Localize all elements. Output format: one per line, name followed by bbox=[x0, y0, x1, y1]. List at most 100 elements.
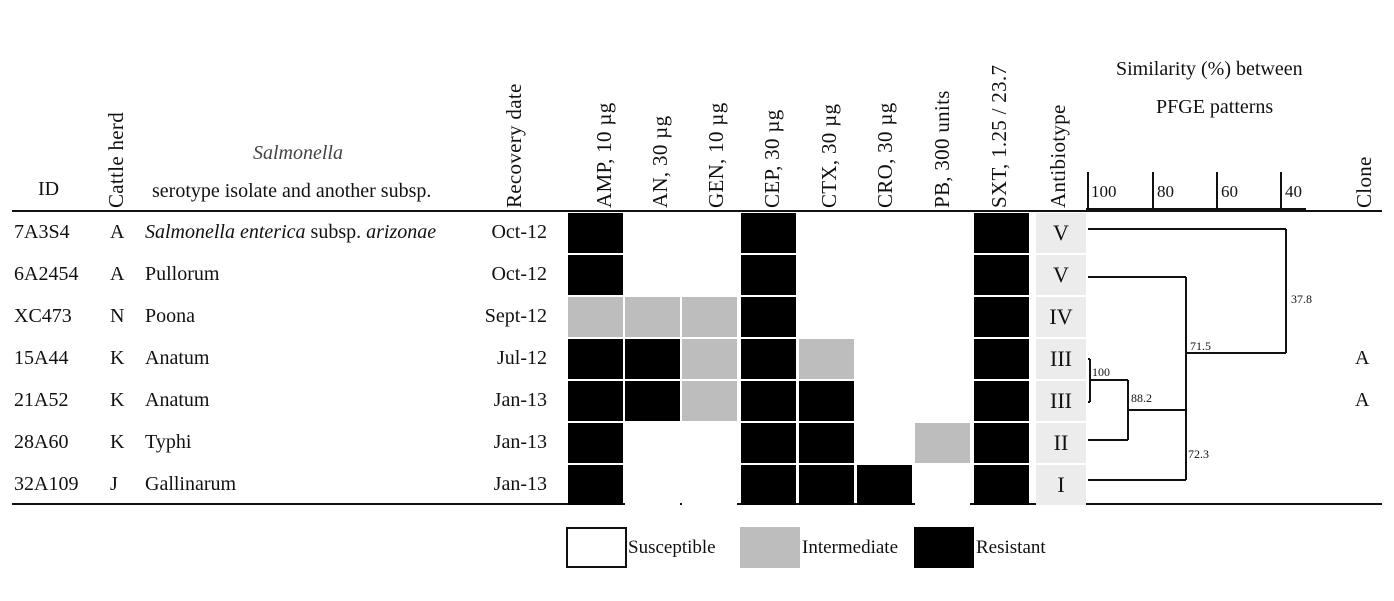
node-label-71: 71.5 bbox=[1190, 339, 1211, 353]
antibiotic-header: CRO, 30 µg bbox=[873, 102, 897, 208]
susceptibility-cell bbox=[915, 423, 970, 463]
node-label-37: 37.8 bbox=[1291, 292, 1312, 306]
susceptibility-cell bbox=[857, 339, 912, 379]
susceptibility-cell bbox=[568, 465, 623, 505]
legend-label-resistant: Resistant bbox=[976, 537, 1046, 558]
susceptibility-cell bbox=[857, 381, 912, 421]
legend-swatch-susceptible bbox=[566, 527, 627, 568]
susceptibility-cell bbox=[682, 423, 737, 463]
antibiotype-label: III bbox=[1050, 346, 1072, 371]
susceptibility-cell bbox=[857, 213, 912, 253]
scale-tick-60 bbox=[1216, 172, 1218, 208]
antibiotype-label: IV bbox=[1049, 304, 1073, 329]
row-date: Oct-12 bbox=[491, 221, 547, 243]
recovery-date-header: Recovery date bbox=[502, 83, 526, 208]
susceptibility-cell bbox=[568, 423, 623, 463]
antibiotype-cell bbox=[1036, 465, 1086, 505]
serotype-subspecies: arizonae bbox=[366, 221, 437, 243]
antibiotype-label: I bbox=[1057, 472, 1065, 497]
susceptibility-cell bbox=[625, 465, 680, 505]
susceptibility-cell bbox=[857, 255, 912, 295]
susceptibility-cell bbox=[974, 381, 1029, 421]
serotype-header-line1: Salmonella bbox=[253, 142, 343, 164]
id-header: ID bbox=[38, 178, 60, 200]
antibiotype-cell bbox=[1036, 255, 1086, 295]
row-date: Jul-12 bbox=[497, 347, 547, 369]
antibiotype-cell bbox=[1036, 423, 1086, 463]
susceptibility-cell bbox=[799, 297, 854, 337]
antibiotic-header: PB, 300 units bbox=[930, 90, 954, 208]
susceptibility-cell bbox=[741, 255, 796, 295]
legend-label-intermediate: Intermediate bbox=[802, 537, 899, 558]
susceptibility-cell bbox=[799, 465, 854, 505]
serotype-header-line2: serotype isolate and another subsp. bbox=[152, 180, 432, 202]
susceptibility-cell bbox=[568, 297, 623, 337]
row-herd: K bbox=[110, 389, 125, 411]
susceptibility-cell bbox=[974, 339, 1029, 379]
row-id: 15A44 bbox=[14, 347, 69, 369]
row-date: Jan-13 bbox=[493, 473, 547, 495]
row-id: 28A60 bbox=[14, 431, 69, 453]
row-id: 21A52 bbox=[14, 389, 69, 411]
row-id: 6A2454 bbox=[14, 263, 79, 285]
susceptibility-cell bbox=[799, 255, 854, 295]
row-date: Oct-12 bbox=[491, 263, 547, 285]
susceptibility-cell bbox=[625, 213, 680, 253]
scale-label-80: 80 bbox=[1157, 182, 1174, 201]
legend-swatch-intermediate bbox=[740, 527, 800, 568]
susceptibility-cell bbox=[915, 339, 970, 379]
antibiotic-header: CTX, 30 µg bbox=[817, 103, 841, 208]
susceptibility-cell bbox=[682, 255, 737, 295]
susceptibility-cell bbox=[799, 213, 854, 253]
susceptibility-cell bbox=[682, 465, 737, 505]
serotype-subsp-marker: subsp. bbox=[305, 221, 367, 243]
scale-tick-40 bbox=[1280, 172, 1282, 208]
scale-label-60: 60 bbox=[1221, 182, 1238, 201]
scale-baseline bbox=[1086, 208, 1306, 210]
susceptibility-cell bbox=[625, 423, 680, 463]
antibiotype-label: V bbox=[1053, 220, 1069, 245]
serotype-genus-species: Salmonella enterica bbox=[145, 221, 306, 243]
node-label-88: 88.2 bbox=[1131, 391, 1152, 405]
susceptibility-cell bbox=[915, 381, 970, 421]
pfge-dendrogram bbox=[1088, 228, 1287, 481]
clone-header: Clone bbox=[1352, 156, 1376, 208]
node-label-72: 72.3 bbox=[1188, 447, 1209, 461]
susceptibility-cell bbox=[741, 297, 796, 337]
antibiotype-header: Antibiotype bbox=[1046, 104, 1070, 208]
susceptibility-cell bbox=[568, 381, 623, 421]
susceptibility-cell bbox=[741, 213, 796, 253]
row-serotype: Gallinarum bbox=[145, 473, 237, 495]
scale-tick-100 bbox=[1087, 172, 1089, 208]
susceptibility-cell bbox=[915, 255, 970, 295]
row-serotype: Pullorum bbox=[145, 263, 220, 285]
antibiotic-header: SXT, 1.25 / 23.7 bbox=[987, 64, 1011, 208]
susceptibility-cell bbox=[741, 339, 796, 379]
row-date: Jan-13 bbox=[493, 431, 547, 453]
scale-label-100: 100 bbox=[1091, 182, 1117, 201]
row-id: 32A109 bbox=[14, 473, 79, 495]
row-id: XC473 bbox=[14, 305, 72, 327]
table-top-rule bbox=[12, 210, 1382, 212]
susceptibility-cell bbox=[799, 423, 854, 463]
scale-tick-80 bbox=[1152, 172, 1154, 208]
susceptibility-cell bbox=[974, 297, 1029, 337]
susceptibility-cell bbox=[857, 465, 912, 505]
susceptibility-cell bbox=[915, 297, 970, 337]
susceptibility-cell bbox=[799, 381, 854, 421]
susceptibility-cell bbox=[915, 465, 970, 505]
susceptibility-cell bbox=[799, 339, 854, 379]
antibiotype-cell bbox=[1036, 381, 1086, 421]
row-herd: A bbox=[110, 263, 125, 285]
row-serotype: Anatum bbox=[145, 347, 210, 369]
susceptibility-cell bbox=[974, 465, 1029, 505]
row-herd: K bbox=[110, 431, 125, 453]
antibiotype-label: V bbox=[1053, 262, 1069, 287]
antibiotic-header: AMP, 10 µg bbox=[592, 102, 616, 208]
susceptibility-cell bbox=[625, 339, 680, 379]
row-herd: K bbox=[110, 347, 125, 369]
antibiotic-header: CEP, 30 µg bbox=[760, 109, 784, 208]
row-clone: A bbox=[1355, 389, 1370, 411]
antibiotic-header: GEN, 10 µg bbox=[704, 102, 728, 208]
susceptibility-cell bbox=[682, 213, 737, 253]
